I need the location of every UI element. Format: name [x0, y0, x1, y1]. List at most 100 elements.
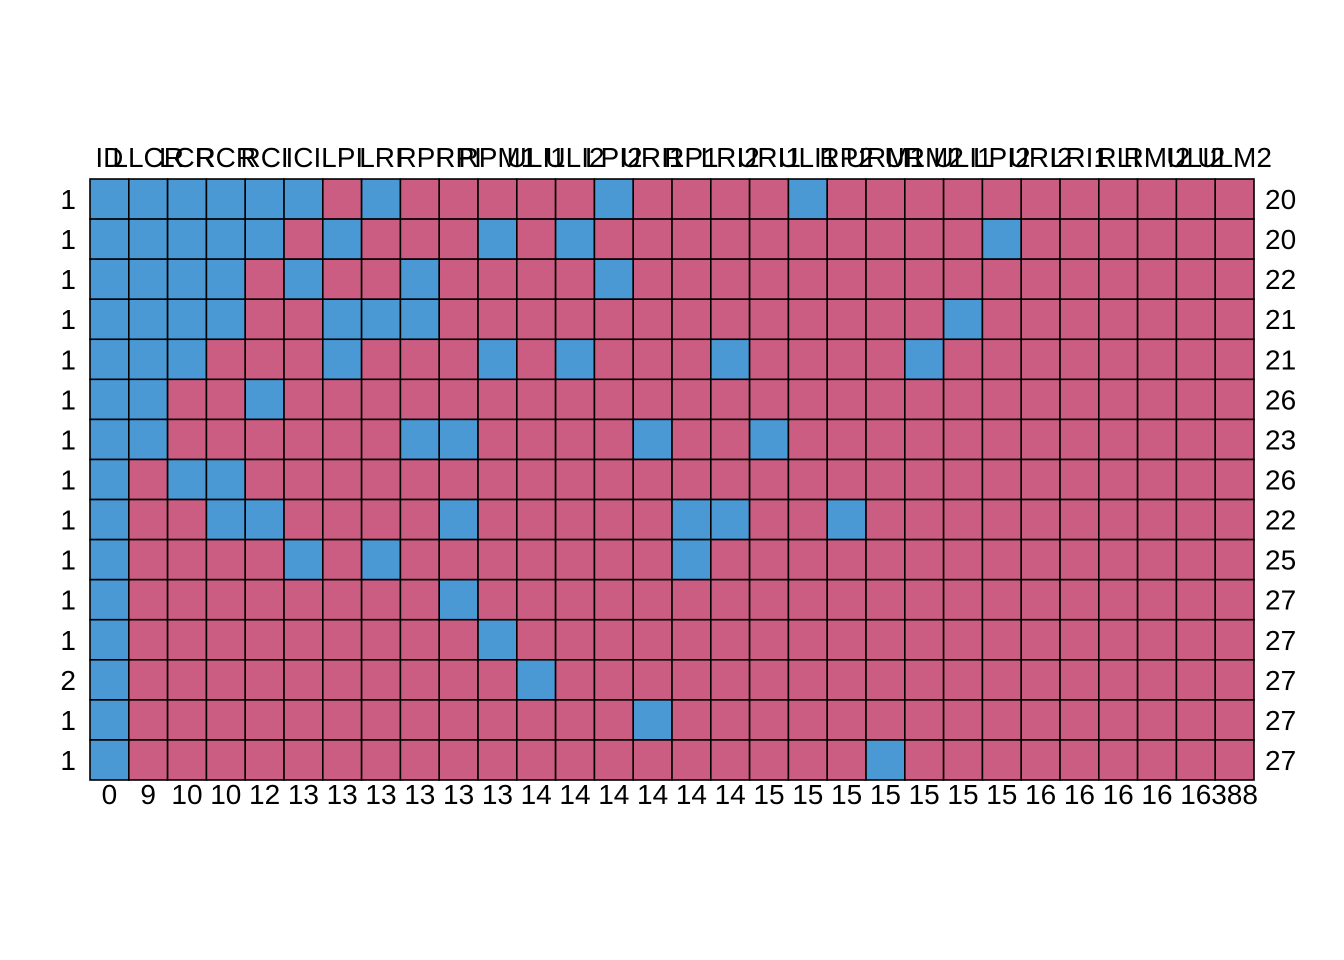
- column-name-label: LPI: [321, 142, 363, 173]
- pattern-cell: [1175, 658, 1217, 701]
- pattern-cell: [709, 218, 751, 260]
- row-frequency-label: 1: [60, 545, 76, 576]
- pattern-cell: [981, 739, 1023, 781]
- pattern-cell: [360, 618, 402, 661]
- pattern-cell: [89, 538, 130, 581]
- column-name-label: ULI1: [933, 142, 992, 173]
- column-missing-count-label: 16: [1064, 779, 1095, 810]
- pattern-cell: [205, 739, 246, 781]
- column-name-label: RLI: [1096, 142, 1140, 173]
- column-missing-count-label: 13: [365, 779, 396, 810]
- column-missing-count-label: 13: [288, 779, 319, 810]
- column-name-label: RPI: [396, 142, 443, 173]
- pattern-cell: [128, 578, 169, 621]
- column-missing-count-label: 0: [102, 779, 118, 810]
- pattern-cell: [283, 699, 324, 741]
- pattern-cell: [593, 218, 635, 260]
- pattern-cell: [554, 378, 596, 421]
- pattern-cell: [1098, 218, 1139, 260]
- pattern-cell: [360, 699, 402, 741]
- pattern-cell: [283, 538, 324, 581]
- pattern-cell: [903, 338, 945, 381]
- pattern-cell: [515, 538, 557, 581]
- pattern-cell: [942, 618, 984, 661]
- pattern-cell: [554, 658, 596, 701]
- pattern-cell: [399, 338, 440, 381]
- pattern-cell: [1175, 218, 1217, 260]
- pattern-cell: [515, 218, 557, 260]
- row-missing-count-label: 20: [1265, 184, 1296, 215]
- column-missing-count-label: 16: [1180, 779, 1211, 810]
- pattern-cell: [321, 338, 363, 381]
- pattern-cell: [515, 498, 557, 541]
- pattern-cell: [399, 418, 440, 461]
- pattern-cell: [205, 338, 246, 381]
- column-name-label: URM1: [846, 142, 925, 173]
- pattern-cell: [748, 338, 790, 381]
- pattern-cell: [1175, 578, 1217, 621]
- pattern-cell: [321, 739, 363, 781]
- column-name-label: LPI2: [585, 142, 643, 173]
- pattern-cell: [632, 298, 673, 341]
- column-missing-count-label: 14: [715, 779, 746, 810]
- pattern-cell: [1098, 418, 1139, 461]
- pattern-cell: [981, 458, 1023, 501]
- pattern-cell: [1059, 418, 1100, 461]
- pattern-cell: [1136, 258, 1178, 301]
- pattern-cell: [128, 618, 169, 661]
- pattern-cell: [671, 699, 712, 741]
- pattern-cell: [1214, 378, 1255, 421]
- pattern-cell: [360, 258, 402, 301]
- pattern-cell: [1175, 178, 1217, 220]
- pattern-cell: [1020, 298, 1061, 341]
- pattern-cell: [128, 458, 169, 501]
- pattern-cell: [903, 658, 945, 701]
- pattern-cell: [671, 338, 712, 381]
- pattern-cell: [1020, 338, 1061, 381]
- pattern-cell: [515, 658, 557, 701]
- pattern-cell: [1059, 458, 1100, 501]
- pattern-cell: [477, 739, 518, 781]
- pattern-cell: [283, 618, 324, 661]
- pattern-cell: [865, 338, 906, 381]
- pattern-cell: [632, 458, 673, 501]
- pattern-cell: [128, 298, 169, 341]
- pattern-cell: [1214, 658, 1255, 701]
- row-frequency-label: 1: [60, 184, 76, 215]
- pattern-cell: [283, 218, 324, 260]
- pattern-cell: [321, 699, 363, 741]
- pattern-cell: [593, 699, 635, 741]
- pattern-cell: [399, 739, 440, 781]
- pattern-cell: [477, 458, 518, 501]
- pattern-cell: [477, 178, 518, 220]
- pattern-cell: [438, 298, 479, 341]
- pattern-cell: [748, 418, 790, 461]
- pattern-cell: [1136, 418, 1178, 461]
- pattern-cell: [903, 298, 945, 341]
- pattern-cell: [903, 218, 945, 260]
- pattern-cell: [826, 498, 867, 541]
- column-missing-count-label: 9: [140, 779, 156, 810]
- pattern-cell: [903, 458, 945, 501]
- pattern-cell: [709, 418, 751, 461]
- pattern-cell: [554, 298, 596, 341]
- pattern-cell: [438, 458, 479, 501]
- pattern-cell: [399, 618, 440, 661]
- column-missing-count-label: 15: [909, 779, 940, 810]
- pattern-cell: [515, 618, 557, 661]
- pattern-cell: [865, 458, 906, 501]
- row-missing-count-label: 27: [1265, 585, 1296, 616]
- column-missing-count-label: 13: [404, 779, 435, 810]
- column-name-label: URM2: [885, 142, 964, 173]
- pattern-cell: [1136, 498, 1178, 541]
- pattern-cell: [515, 378, 557, 421]
- pattern-cell: [321, 378, 363, 421]
- pattern-cell: [89, 699, 130, 741]
- pattern-cell: [903, 578, 945, 621]
- column-name-label: LCR: [159, 142, 215, 173]
- pattern-cell: [244, 458, 285, 501]
- pattern-cell: [1020, 418, 1061, 461]
- pattern-cell: [865, 258, 906, 301]
- pattern-cell: [205, 538, 246, 581]
- pattern-cell: [399, 178, 440, 220]
